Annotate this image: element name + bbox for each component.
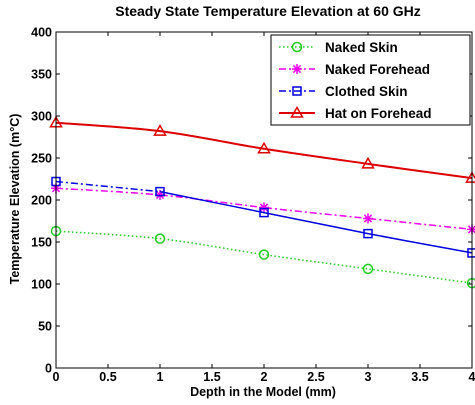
x-tick-label: 1.5 <box>203 370 220 384</box>
y-tick-label: 50 <box>38 320 52 334</box>
x-tick-label: 4 <box>469 370 475 384</box>
legend-label-naked-forehead: Naked Forehead <box>325 62 430 77</box>
x-tick-label: 2 <box>261 370 268 384</box>
legend-marker-naked-forehead <box>292 64 302 74</box>
legend-label-naked-skin: Naked Skin <box>325 40 398 55</box>
data-point-clothed-skin <box>155 186 165 197</box>
data-point-naked-skin <box>258 249 270 260</box>
series-line-naked-skin <box>55 230 473 284</box>
data-point-clothed-skin <box>259 207 269 218</box>
plot-frame <box>55 31 473 369</box>
series-line-naked-forehead <box>55 187 473 231</box>
legend-label-hat-on-forehead: Hat on Forehead <box>325 106 432 121</box>
x-tick-label: 0 <box>53 370 60 384</box>
data-point-naked-skin <box>154 233 166 244</box>
data-point-naked-skin <box>362 263 374 275</box>
y-tick-label: 300 <box>31 110 52 124</box>
x-tick-label: 0.5 <box>99 370 116 384</box>
legend-label-clothed-skin: Clothed Skin <box>325 84 408 99</box>
y-axis-label: Temperature Elevation (m°C) <box>8 114 22 285</box>
y-tick-label: 400 <box>31 26 52 40</box>
x-tick-label: 2.5 <box>307 370 324 384</box>
y-tick-label: 250 <box>31 152 52 166</box>
data-point-hat-on-forehead <box>361 156 375 169</box>
y-tick-label: 150 <box>31 236 52 250</box>
x-tick-label: 3 <box>365 370 372 384</box>
legend: Naked Skin Naked Forehead Clothed Skin Hat … <box>270 34 471 126</box>
x-tick-label: 3.5 <box>411 370 428 384</box>
legend-box <box>270 34 471 126</box>
x-tick-label: 1 <box>157 370 164 384</box>
chart-title: Steady State Temperature Elevation at 60… <box>115 3 421 19</box>
series-line-clothed-skin <box>159 190 473 254</box>
data-point-naked-forehead <box>363 213 373 224</box>
y-tick-label: 0 <box>45 362 52 376</box>
legend-marker-hat-on-forehead <box>290 106 304 118</box>
y-tick-label: 350 <box>31 68 52 82</box>
data-point-naked-forehead <box>259 202 269 213</box>
y-tick-label: 100 <box>31 278 52 292</box>
y-tick-label: 200 <box>31 194 52 208</box>
legend-marker-naked-skin <box>291 41 303 53</box>
series-naked-skin <box>50 225 475 289</box>
series-line-hat-on-forehead <box>55 121 473 180</box>
data-point-hat-on-forehead <box>257 141 271 154</box>
x-axis-label: Depth in the Model (mm) <box>190 385 336 399</box>
data-point-hat-on-forehead <box>153 124 167 136</box>
legend-marker-clothed-skin <box>292 86 302 96</box>
data-point-clothed-skin <box>363 228 373 239</box>
